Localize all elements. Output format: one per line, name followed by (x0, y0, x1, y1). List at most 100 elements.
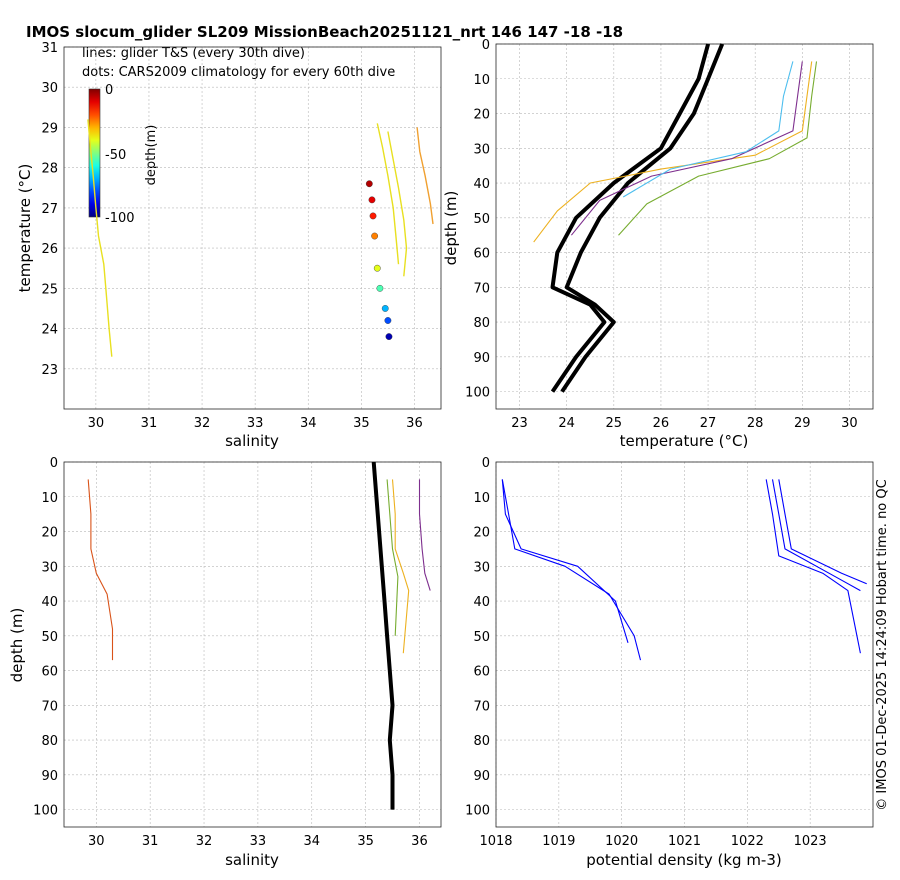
profile-line (618, 61, 818, 236)
density_depth-plot: 1018 1019 1020 1021 1022 10230102030405060708… (465, 456, 874, 849)
x-tick-label: 27 (700, 416, 717, 431)
y-tick-label: 29 (41, 121, 58, 136)
colorbar-bar (88, 88, 101, 218)
climatology-profile-line (560, 43, 725, 393)
y-tick-label: 40 (473, 595, 490, 610)
x-tick-label: 32 (194, 416, 211, 431)
profile-line (533, 61, 813, 243)
panel-sal-depth: salinity depth (m) (8, 608, 279, 869)
y-tick-label: 10 (41, 491, 58, 506)
profile-line (501, 479, 642, 661)
ts-plot: 30 31 32 33 34 35 36 23 24 25 26 27 28 29 30 31 (41, 41, 442, 431)
climatology-dot (384, 317, 392, 324)
ts-ylabel: temperature (°C) (16, 164, 34, 293)
profile-line (771, 479, 861, 592)
panel-ts: lines: glider T&S (every 30th dive) dots… (16, 46, 395, 450)
y-tick-label: 70 (41, 699, 58, 714)
x-tick-label: 33 (247, 416, 264, 431)
tempdepth-ylabel: depth (m) (442, 191, 460, 266)
x-tick-label: 34 (303, 834, 320, 849)
sal_depth-plot: 30 31 32 33 34 35 36 0 10 20 30 40 50 60 70 80 90 100 (33, 456, 442, 849)
colorbar-tick-100: -100 (105, 211, 135, 226)
watermark-text: © IMOS 01-Dec-2025 14:24:09 Hobart time.… (875, 479, 890, 810)
x-tick-label: 35 (353, 416, 370, 431)
y-tick-label: 90 (473, 769, 490, 784)
climatology-dot (376, 284, 384, 292)
x-tick-label: 1019 (542, 834, 575, 849)
tempdepth-xlabel: temperature (°C) (620, 432, 749, 450)
ts-axes-frame (63, 46, 442, 410)
y-tick-label: 60 (473, 247, 490, 262)
x-tick-label: 1018 (479, 834, 512, 849)
y-tick-label: 24 (41, 323, 58, 338)
x-tick-label: 36 (411, 834, 428, 849)
y-tick-label: 70 (473, 699, 490, 714)
profile-line (765, 479, 861, 654)
y-tick-label: 100 (33, 804, 58, 819)
y-tick-label: 20 (41, 526, 58, 541)
saldepth-xlabel: salinity (225, 851, 279, 869)
x-tick-label: 29 (794, 416, 811, 431)
y-tick-label: 23 (41, 363, 58, 378)
climatology-profile-line (371, 461, 395, 810)
x-tick-label: 24 (558, 416, 575, 431)
y-tick-label: 80 (41, 734, 58, 749)
profile-line (778, 479, 867, 585)
ts-glider-line (376, 123, 400, 265)
figure-title: IMOS slocum_glider SL209 MissionBeach202… (26, 23, 623, 41)
climatology-dot (368, 196, 376, 204)
x-tick-label: 34 (300, 416, 317, 431)
y-tick-label: 0 (482, 456, 490, 471)
y-tick-label: 20 (473, 108, 490, 123)
y-tick-label: 0 (482, 38, 490, 53)
y-tick-label: 10 (473, 491, 490, 506)
x-tick-label: 36 (406, 416, 423, 431)
panel-temp-depth: temperature (°C) depth (m) (442, 191, 748, 450)
y-tick-label: 30 (473, 142, 490, 157)
y-tick-label: 80 (473, 734, 490, 749)
x-tick-label: 35 (357, 834, 374, 849)
x-tick-label: 1020 (605, 834, 638, 849)
y-tick-label: 40 (473, 177, 490, 192)
y-tick-label: 90 (41, 769, 58, 784)
y-tick-label: 50 (473, 630, 490, 645)
climatology-dot (373, 264, 381, 272)
x-tick-label: 33 (250, 834, 267, 849)
climatology-dot (365, 180, 373, 188)
y-tick-label: 30 (473, 560, 490, 575)
density-xlabel: potential density (kg m-3) (586, 851, 782, 869)
colorbar-label: depth(m) (144, 125, 159, 186)
panel-density-depth: potential density (kg m-3) (586, 851, 782, 869)
y-tick-label: 100 (465, 804, 490, 819)
saldepth-ylabel: depth (m) (8, 608, 26, 683)
x-tick-label: 1023 (794, 834, 827, 849)
y-tick-label: 0 (50, 456, 58, 471)
y-tick-label: 26 (41, 242, 58, 257)
temp_depth-plot: 23 24 25 26 27 28 29 30 0 10 20 30 40 50 60 70 80 90 100 (465, 38, 874, 431)
colorbar-tick-0: 0 (105, 83, 113, 98)
ts-xlabel: salinity (225, 432, 279, 450)
x-tick-label: 32 (196, 834, 213, 849)
y-tick-label: 31 (41, 41, 58, 56)
y-tick-label: 28 (41, 162, 58, 177)
profile-line (391, 479, 410, 654)
climatology-profile-line (550, 43, 711, 393)
ts-glider-line (87, 119, 113, 357)
sal_depth-axes-frame (63, 461, 442, 828)
y-tick-label: 30 (41, 81, 58, 96)
annotation-lines: lines: glider T&S (every 30th dive) (82, 46, 305, 61)
x-tick-label: 23 (511, 416, 528, 431)
y-tick-label: 80 (473, 316, 490, 331)
x-tick-label: 25 (606, 416, 623, 431)
y-tick-label: 70 (473, 281, 490, 296)
profile-line (418, 479, 431, 591)
x-tick-label: 1022 (731, 834, 764, 849)
x-tick-label: 26 (653, 416, 670, 431)
colorbar-tick-50: -50 (105, 148, 126, 163)
x-tick-label: 31 (142, 834, 159, 849)
x-tick-label: 30 (88, 416, 105, 431)
y-tick-label: 30 (41, 560, 58, 575)
x-tick-label: 30 (841, 416, 858, 431)
y-tick-label: 100 (465, 386, 490, 401)
